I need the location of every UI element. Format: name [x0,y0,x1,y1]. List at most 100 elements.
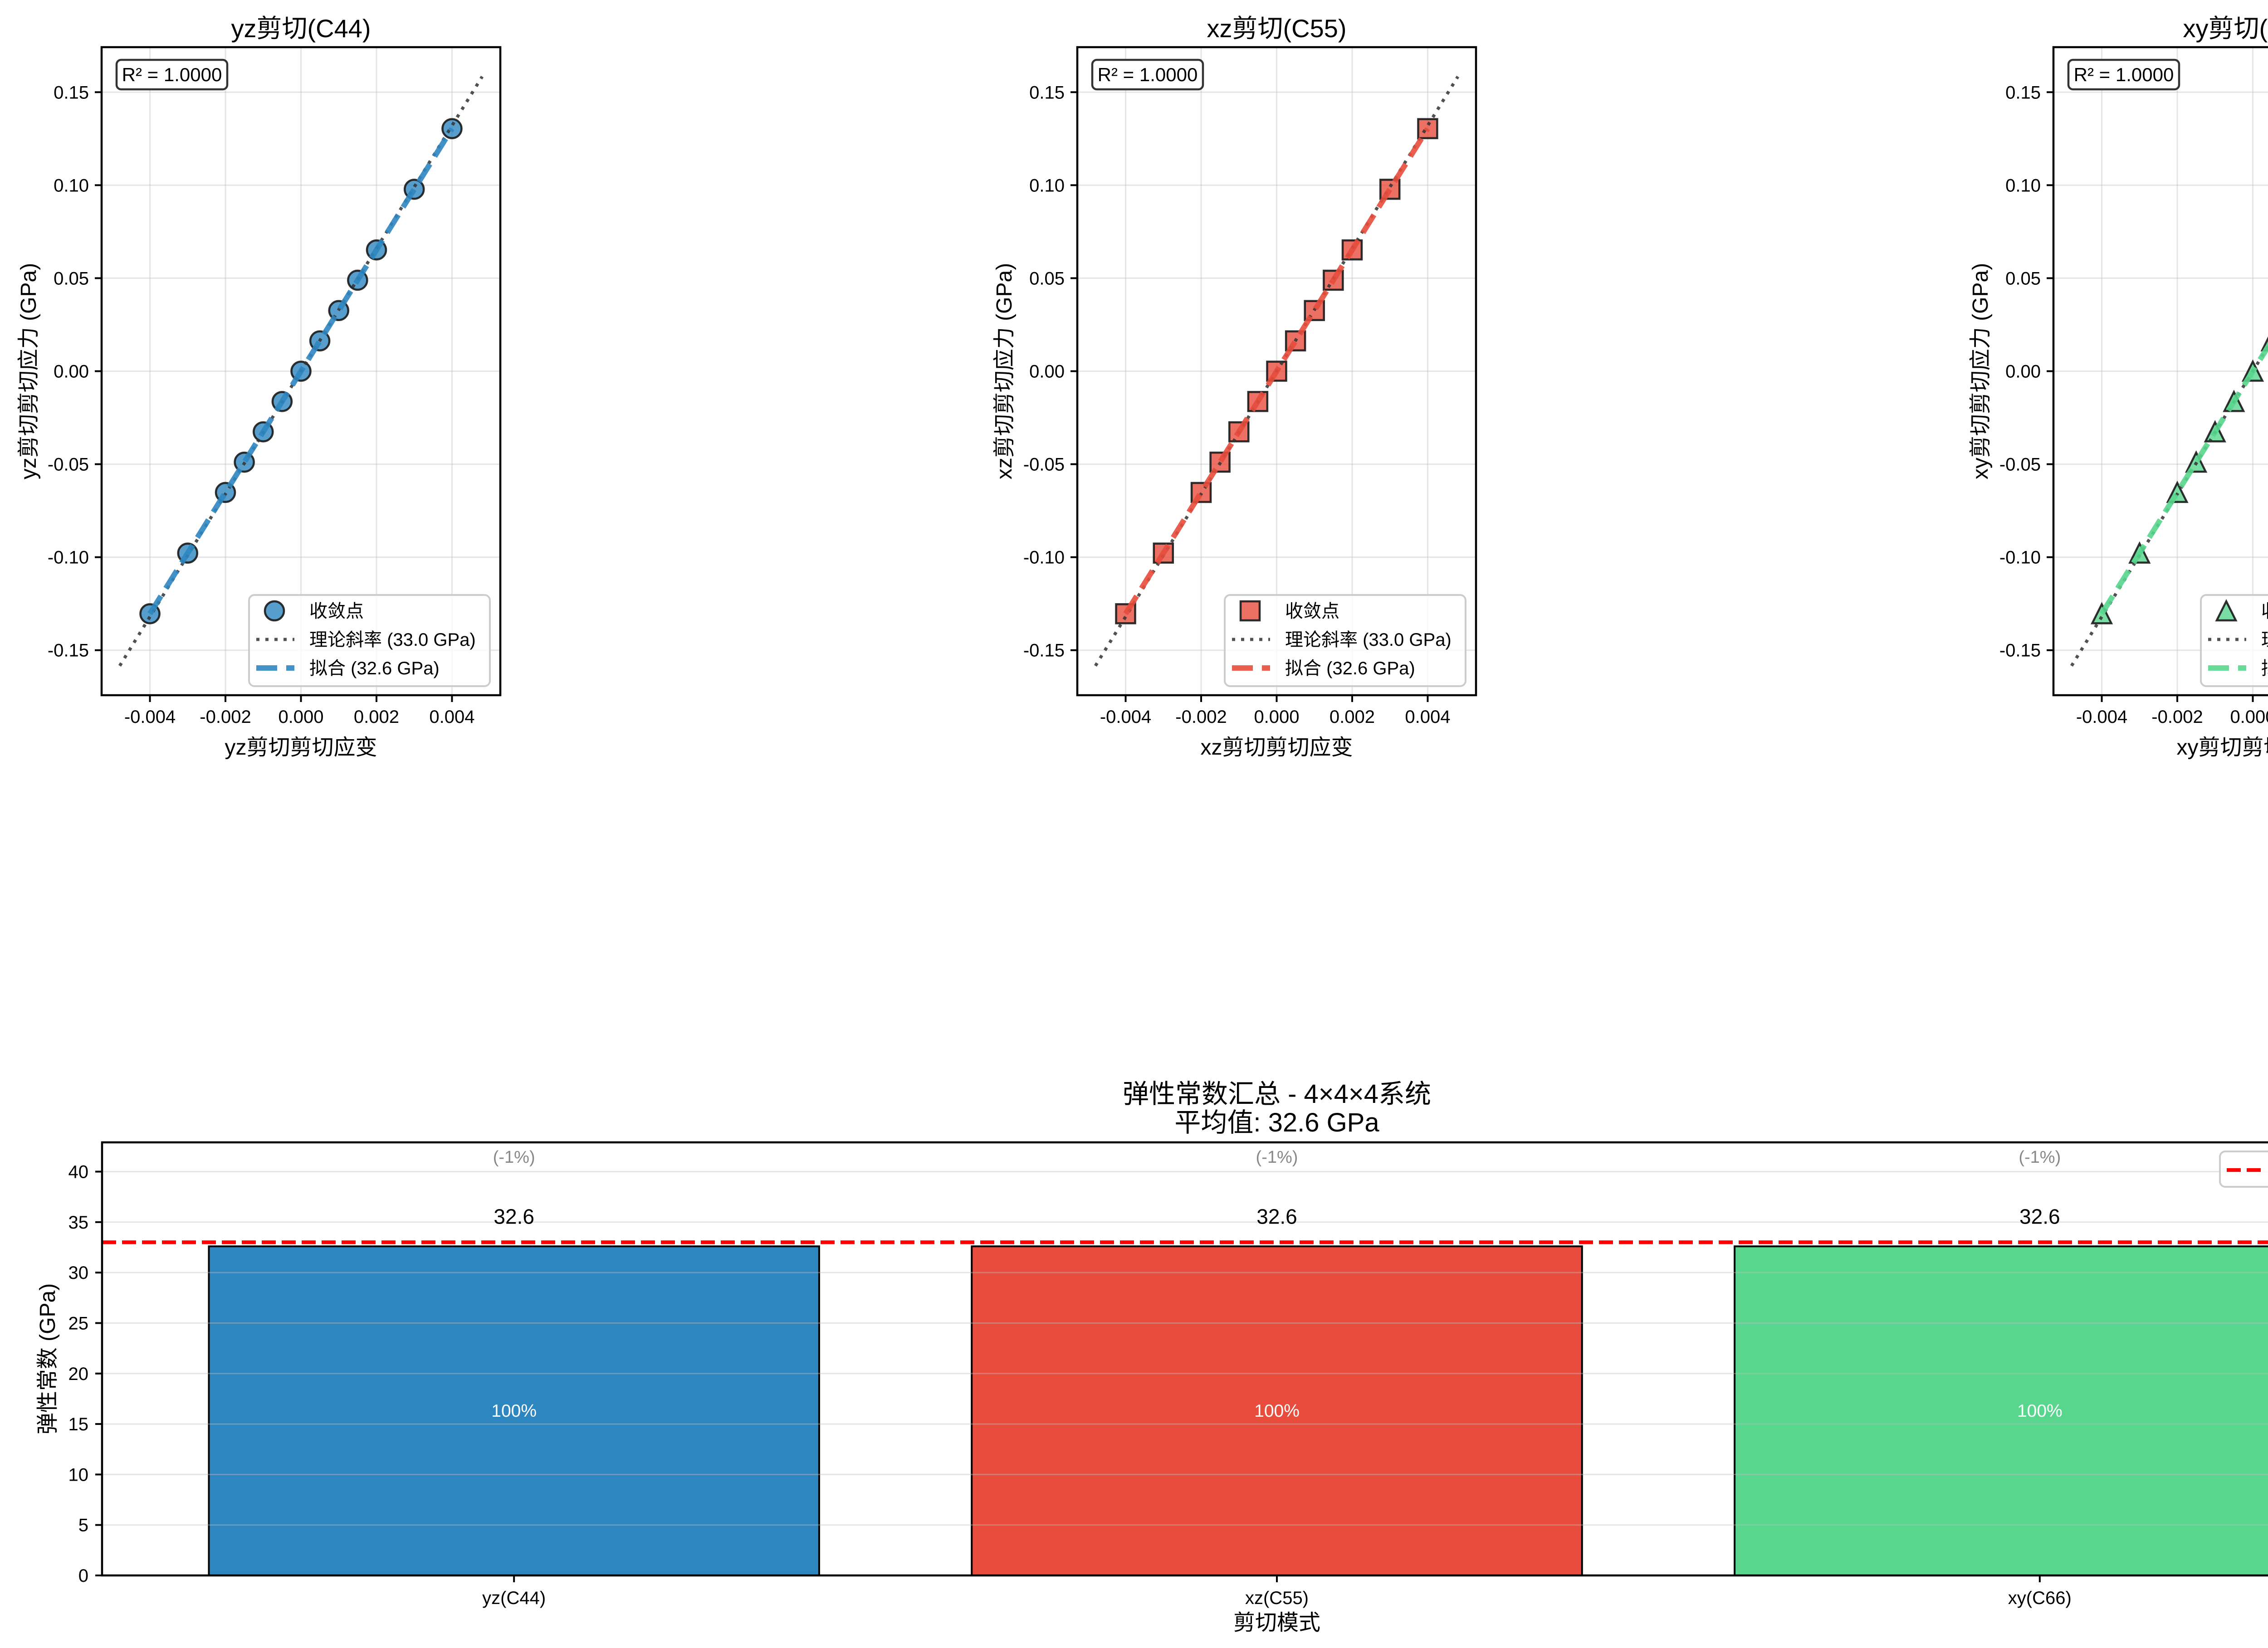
subplot-yz-shear: yz剪切(C44) R² = 1.0000 收敛点 理论斜率 (33.0 GPa… [17,14,502,760]
legend-box [1224,594,1466,687]
bars [208,1245,2268,1576]
legend-marker-points [1239,600,1261,622]
y-tick-label: 0.10 [54,176,89,195]
y-tick-label: -0.15 [1999,641,2041,661]
bar-chart-title: 弹性常数汇总 - 4×4×4系统 [1123,1079,1431,1109]
bar-deviation-label: (-1%) [1256,1148,1298,1167]
legend: 收敛点 理论斜率 (33.0 GPa) 拟合 (32.6 GPa) [2200,594,2268,687]
r2-box [2067,59,2180,91]
y-tick-label: 35 [68,1213,89,1233]
subplot-title: yz剪切(C44) [231,14,371,43]
plot-marks [1094,75,1460,667]
bar-deviation-label: (-1%) [2019,1148,2061,1167]
subplot-title: xy剪切(C66) [2183,14,2268,43]
y-tick-label: 0.05 [1029,268,1065,288]
legend-label-fit: 拟合 (32.6 GPa) [1285,658,1415,678]
y-tick-label: -0.05 [1023,455,1065,475]
y-tick-label: 30 [68,1263,89,1283]
x-tick-label: xz(C55) [1245,1588,1309,1608]
legend-label-fit: 拟合 (32.6 GPa) [2261,658,2268,678]
y-tick-label: 20 [68,1364,89,1384]
legend: 收敛点 理论斜率 (33.0 GPa) 拟合 (32.6 GPa) [1224,594,1466,687]
y-tick-label: 40 [68,1162,89,1182]
y-tick-label: -0.10 [48,548,89,568]
data-point [1417,118,1438,139]
y-tick-label: -0.15 [1023,641,1065,661]
y-tick-label: 0.15 [54,83,89,102]
bar-percent-label: 100% [2017,1401,2063,1421]
y-tick-label: 15 [68,1414,89,1434]
legend-marker-points [2215,599,2238,622]
plot-marks [118,75,484,667]
r2-annotation: R² = 1.0000 [2067,59,2180,91]
r2-text: R² = 1.0000 [122,64,222,85]
y-tick-label: 5 [78,1516,88,1536]
y-tick-label: -0.05 [1999,455,2041,475]
x-tick-label: 0.004 [1405,707,1450,727]
x-tick-label: 0.000 [278,707,323,727]
bar-value-label: 32.6 [1256,1204,1297,1228]
legend-handles [256,600,294,671]
plot-marks [2070,336,2268,667]
bar-value-label: 32.6 [2019,1204,2060,1228]
grid-lines [102,1171,2268,1576]
y-axis-label: xy剪切剪切应力 (GPa) [1969,263,1993,479]
legend-label-points: 收敛点 [2261,601,2268,621]
bar-percent-label: 100% [1254,1401,1300,1421]
r2-box [115,59,229,91]
y-tick-label: -0.10 [1023,548,1065,568]
legend-label-points: 收敛点 [309,601,364,621]
x-tick-label: 0.002 [1330,707,1375,727]
bar-xz(C55) [971,1245,1583,1576]
fit-line [147,127,455,615]
x-tick-label: 0.000 [2230,707,2268,727]
y-tick-label: 0.05 [2005,268,2041,288]
y-tick-label: 10 [68,1465,89,1485]
x-axis-label: yz剪切剪切应变 [225,736,377,760]
axis-ticks: yz(C44) xz(C55) xy(C66) 0 5 10 15 20 25 30 35 40 [68,1162,2072,1608]
bar-chart-subtitle: 平均值: 32.6 GPa [1174,1108,1379,1137]
bar-value-label: 32.6 [494,1204,534,1228]
legend-box [248,594,491,687]
r2-text: R² = 1.0000 [2074,64,2174,85]
bar-xy(C66) [1734,1245,2268,1576]
legend-handles [1232,600,1270,671]
legend: 文献值 (33.0 GPa) [2219,1151,2268,1188]
x-tick-label: xy(C66) [2008,1588,2072,1608]
y-tick-label: 0.15 [2005,83,2041,102]
bar-labels: 32.6 (-1%) 100% 32.6 (-1%) 100% 32.6 (-1%) 100% [491,1148,2062,1421]
r2-box [1091,59,1204,91]
y-axis-label: 弹性常数 (GPa) [36,1283,60,1434]
x-tick-label: -0.004 [1100,707,1151,727]
y-axis-label: yz剪切剪切应力 (GPa) [17,263,41,479]
y-tick-label: -0.05 [48,455,89,475]
legend-label-points: 收敛点 [1285,601,1339,621]
x-tick-label: -0.004 [124,707,176,727]
y-tick-label: 0.00 [1029,362,1065,382]
legend-label-theory: 理论斜率 (33.0 GPa) [1285,630,1452,650]
data-point [2090,602,2113,624]
y-tick-label: 0.05 [54,268,89,288]
bar-deviation-label: (-1%) [493,1148,535,1167]
y-tick-label: 0.10 [1029,176,1065,195]
legend: 收敛点 理论斜率 (33.0 GPa) 拟合 (32.6 GPa) [248,594,491,687]
subplot-xz-shear: xz剪切(C55) R² = 1.0000 收敛点 理论斜率 (33.0 GPa… [992,14,1477,760]
subplot-xy-shear: xy剪切(C66) R² = 1.0000 收敛点 理论斜率 (33.0 GPa… [1969,14,2268,760]
legend-marker-points [264,600,285,622]
y-axis-label: xz剪切剪切应力 (GPa) [992,263,1017,479]
y-tick-label: 0.15 [1029,83,1065,102]
summary-bar-chart: 弹性常数汇总 - 4×4×4系统 平均值: 32.6 GPa 32.6 (-1%)… [36,1079,2268,1635]
r2-annotation: R² = 1.0000 [115,59,229,91]
x-tick-label: 0.002 [354,707,399,727]
x-tick-label: -0.002 [200,707,251,727]
axis-ticks: -0.004-0.0020.0000.0020.004-0.15-0.10-0.… [1999,83,2268,727]
x-tick-label: -0.002 [2151,707,2203,727]
fit-line [2099,341,2268,615]
y-tick-label: 0.00 [54,362,89,382]
bar-percent-label: 100% [491,1401,537,1421]
y-tick-label: 25 [68,1313,89,1333]
legend-handles [2208,599,2246,671]
fit-line [1123,127,1430,615]
